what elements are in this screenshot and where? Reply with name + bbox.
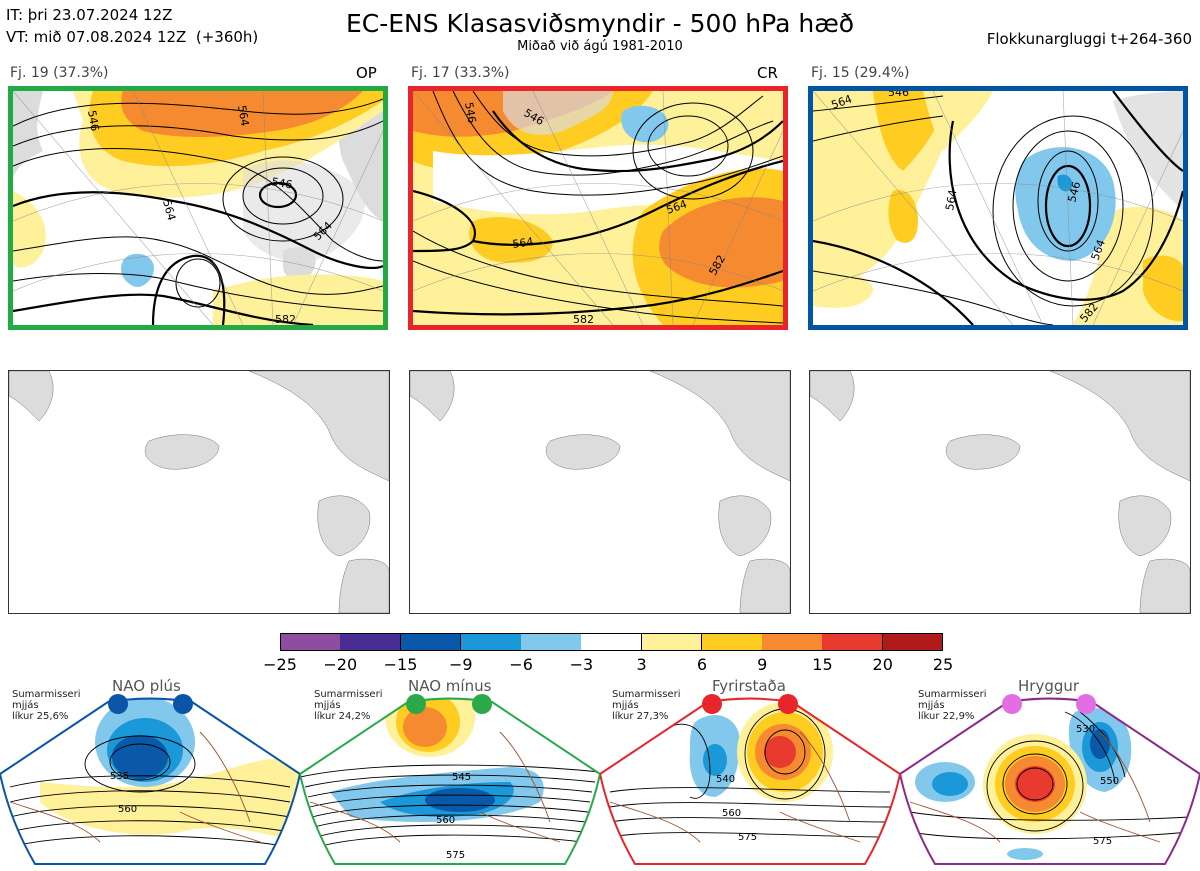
regime-ridge: Hryggur Sumarmisseri mjjás líkur 22,9%: [900, 672, 1200, 871]
regime-note: Sumarmisseri mjjás líkur 24,2%: [314, 689, 383, 722]
contour-label: 546: [462, 101, 478, 124]
panel-1-label: Fj. 19 (37.3%): [10, 65, 109, 81]
contour-label: 546: [85, 109, 101, 132]
contour-label: 546: [270, 175, 293, 191]
contour-label: 575: [738, 832, 757, 843]
contour-label: 550: [1100, 776, 1119, 787]
regime-dot: [1076, 694, 1096, 714]
colorbar-tick-label: −15: [383, 655, 418, 674]
regime-note: Sumarmisseri mjjás líkur 25,6%: [12, 689, 81, 722]
contour-label: 575: [1093, 836, 1112, 847]
contour-label: 530: [1076, 724, 1095, 735]
colorbar-tick-label: −20: [323, 655, 358, 674]
contour-label: 535: [110, 771, 129, 782]
panel-3-label: Fj. 15 (29.4%): [811, 65, 910, 81]
regime-dot: [778, 694, 798, 714]
colorbar-cell: [521, 633, 582, 651]
contour-label: 546: [1065, 180, 1083, 204]
cluster-map-3-svg: 564 546 546 564 564 582: [813, 91, 1183, 325]
valid-time: VT: mið 07.08.2024 12Z (+360h): [6, 28, 259, 46]
regime-fan-svg: 530 550 575: [900, 694, 1200, 865]
contour-label: 564: [160, 198, 178, 222]
colorbar-tick-label: 15: [812, 655, 833, 674]
contour-label: 540: [716, 774, 735, 785]
contour-label: 545: [452, 772, 471, 783]
colorbar-tick-label: −6: [509, 655, 533, 674]
regime-fan-svg: 540 560 575: [600, 694, 900, 865]
colorbar-tick-label: −3: [569, 655, 594, 674]
empty-map-1: [8, 370, 390, 614]
panel-2-label: Fj. 17 (33.3%): [411, 65, 510, 81]
colorbar-tick-label: 6: [696, 655, 707, 674]
panel-1-code: OP: [356, 64, 377, 82]
regime-nao-minus: NAO mínus Sumarmisseri mjjás líkur 24,2%…: [300, 672, 600, 871]
classification-window: Flokkunargluggi t+264-360: [986, 30, 1192, 48]
cluster-map-2: 546 546 564 564 582 582: [408, 86, 788, 330]
contour-label: 560: [722, 808, 741, 819]
contour-label: 560: [118, 804, 137, 815]
regime-dot: [702, 694, 722, 714]
regime-dot: [108, 694, 128, 714]
initial-time: IT: þri 23.07.2024 12Z: [6, 6, 173, 24]
cluster-map-2-svg: 546 546 564 564 582 582: [413, 91, 783, 325]
regime-dot: [1002, 694, 1022, 714]
cluster-map-1-svg: 546 564 546 564 564 582: [13, 91, 383, 325]
regime-dot: [472, 694, 492, 714]
empty-map-3: [809, 370, 1191, 614]
empty-map-2-svg: [410, 371, 790, 613]
regime-title: NAO mínus: [408, 677, 492, 695]
page-title: EC-ENS Klasasviðsmyndir - 500 hPa hæð: [345, 9, 855, 38]
contour-label: 575: [446, 850, 465, 861]
contour-label: 582: [573, 313, 594, 325]
contour-label: 564: [943, 189, 959, 212]
colorbar-tick-label: −9: [449, 655, 473, 674]
colorbar-cell: [762, 633, 823, 651]
contour-label: 564: [235, 104, 251, 127]
colorbar-tick-label: 20: [872, 655, 893, 674]
colorbar-tick-label: 25: [932, 655, 954, 674]
regime-dot: [173, 694, 193, 714]
regime-title: Hryggur: [1018, 677, 1080, 695]
contour-label: 564: [512, 235, 535, 251]
empty-map-3-svg: [810, 371, 1190, 613]
empty-map-2: [409, 370, 791, 614]
contour-label: 560: [436, 815, 455, 826]
regime-title: NAO plús: [112, 677, 181, 695]
regime-dot: [406, 694, 426, 714]
contour-label: 546: [888, 91, 909, 99]
empty-map-1-svg: [9, 371, 389, 613]
colorbar-tick-label: 3: [636, 655, 647, 674]
colorbar-cell: [400, 633, 462, 651]
regime-note: Sumarmisseri mjjás líkur 22,9%: [918, 689, 987, 722]
panel-2-code: CR: [757, 64, 778, 82]
regime-note: Sumarmisseri mjjás líkur 27,3%: [612, 689, 681, 722]
regime-fan-svg: 535 560: [0, 694, 300, 865]
colorbar-cell: [641, 633, 703, 651]
colorbar-tick-label: −25: [263, 655, 297, 674]
contour-label: 582: [275, 313, 296, 325]
regime-blocking: Fyrirstaða Sumarmisseri mjjás líkur 27,3…: [600, 672, 900, 871]
cluster-map-3: 564 546 546 564 564 582: [808, 86, 1188, 330]
regime-nao-plus: NAO plús Sumarmisseri mjjás líkur 25,6% …: [0, 672, 300, 871]
header-info: IT: þri 23.07.2024 12Z VT: mið 07.08.2024…: [6, 4, 258, 48]
cluster-map-1: 546 564 546 564 564 582: [8, 86, 388, 330]
page-subtitle: Miðað við ágú 1981-2010: [517, 39, 683, 54]
colorbar-tick-label: 9: [757, 655, 768, 674]
colorbar-frame: [280, 633, 943, 651]
regime-title: Fyrirstaða: [712, 677, 786, 695]
regime-fan-svg: 545 560 575: [300, 694, 600, 865]
